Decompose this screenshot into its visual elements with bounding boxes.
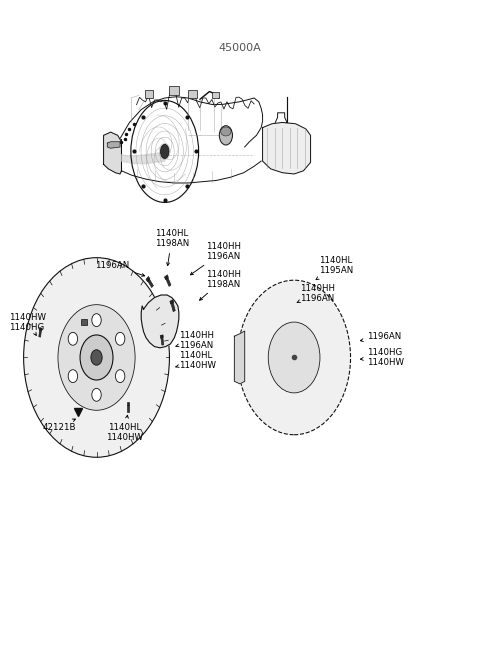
Text: 42121B: 42121B [42, 419, 76, 432]
Text: 1140HL
1140HW: 1140HL 1140HW [106, 415, 143, 442]
Text: 1140HL
1198AN: 1140HL 1198AN [155, 229, 189, 265]
Polygon shape [141, 295, 179, 348]
Polygon shape [166, 278, 171, 286]
Bar [145, 90, 154, 98]
Text: 1140HL
1140HW: 1140HL 1140HW [176, 351, 216, 370]
Circle shape [268, 322, 320, 393]
Text: 1140HH
1196AN: 1140HH 1196AN [191, 242, 241, 275]
Polygon shape [146, 277, 150, 282]
Bar [188, 90, 197, 98]
Ellipse shape [160, 145, 169, 158]
Polygon shape [121, 152, 165, 164]
Bar [212, 91, 219, 98]
Circle shape [68, 370, 78, 382]
Circle shape [92, 313, 101, 327]
Circle shape [58, 305, 135, 410]
Polygon shape [160, 335, 163, 338]
Polygon shape [127, 405, 129, 412]
Polygon shape [161, 338, 164, 345]
Polygon shape [39, 328, 42, 330]
Text: 1140HW
1140HG: 1140HW 1140HG [10, 313, 47, 335]
Polygon shape [148, 279, 154, 288]
Circle shape [68, 332, 78, 345]
Circle shape [92, 388, 101, 401]
Polygon shape [127, 403, 130, 405]
Circle shape [116, 370, 125, 382]
Polygon shape [171, 303, 175, 311]
Polygon shape [234, 331, 245, 384]
Circle shape [80, 335, 113, 380]
Text: 1196AN: 1196AN [360, 332, 401, 342]
Polygon shape [170, 300, 174, 304]
Circle shape [24, 258, 169, 457]
Polygon shape [165, 275, 168, 280]
Text: 1140HH
1196AN: 1140HH 1196AN [176, 330, 214, 350]
Text: 1140HG
1140HW: 1140HG 1140HW [360, 348, 404, 367]
Polygon shape [39, 330, 41, 337]
Text: 1140HH
1196AN: 1140HH 1196AN [297, 284, 335, 303]
Circle shape [238, 281, 350, 435]
Polygon shape [108, 142, 120, 148]
Bar [169, 87, 179, 95]
Ellipse shape [221, 127, 231, 136]
Text: 1140HH
1198AN: 1140HH 1198AN [200, 269, 241, 300]
Text: 1140HL
1195AN: 1140HL 1195AN [316, 256, 353, 280]
Circle shape [116, 332, 125, 345]
Text: 45000A: 45000A [218, 43, 262, 53]
Text: 1196AN: 1196AN [95, 261, 144, 277]
Circle shape [91, 350, 102, 365]
Polygon shape [263, 122, 311, 174]
Polygon shape [104, 132, 121, 174]
Ellipse shape [219, 125, 232, 145]
